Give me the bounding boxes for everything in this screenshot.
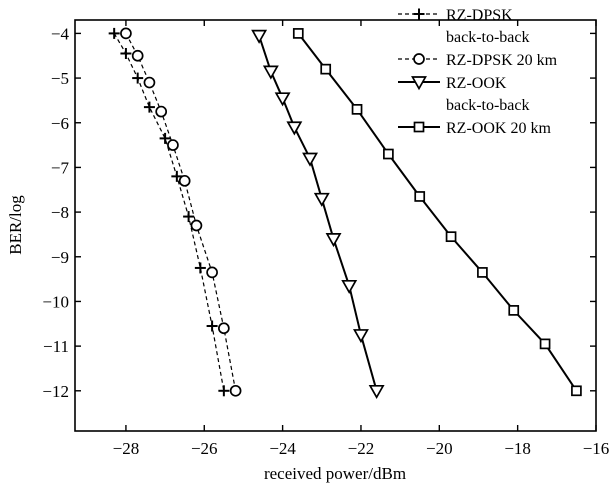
series-1 — [120, 27, 242, 397]
data-point — [292, 28, 304, 39]
data-point — [155, 105, 168, 118]
series-0 — [108, 27, 230, 397]
series-line — [297, 32, 578, 392]
data-point — [143, 76, 156, 89]
y-tick-label: −7 — [51, 158, 70, 177]
x-tick-label: −22 — [348, 439, 375, 458]
data-point — [313, 192, 330, 207]
data-point — [508, 305, 520, 316]
data-point — [262, 65, 279, 80]
data-point — [383, 148, 394, 160]
x-tick-label: −28 — [113, 439, 140, 458]
y-axis-label: BER/log — [6, 195, 25, 255]
legend-item-2: RZ-OOK back-to-back — [398, 75, 530, 114]
data-point — [251, 29, 268, 44]
series-line — [125, 33, 237, 391]
data-point — [341, 279, 358, 295]
data-point — [353, 329, 369, 344]
y-tick-label: −10 — [42, 292, 69, 311]
data-point — [178, 174, 191, 187]
data-point — [320, 63, 332, 75]
legend-item-3: RZ-OOK 20 km — [398, 120, 551, 137]
legend-label: RZ-OOK 20 km — [446, 120, 551, 137]
data-point — [571, 385, 582, 397]
series-2 — [251, 29, 385, 400]
data-point — [167, 139, 179, 151]
data-point — [477, 267, 488, 278]
data-point — [274, 92, 291, 107]
legend-label: RZ-OOK — [446, 75, 507, 92]
legend-marker — [413, 8, 425, 20]
legend-label: back-to-back — [446, 97, 530, 114]
data-point — [132, 72, 144, 84]
data-point — [286, 121, 303, 136]
series-line — [258, 35, 378, 392]
x-tick-label: −24 — [269, 439, 296, 458]
series-3 — [292, 28, 582, 397]
data-point — [218, 385, 230, 397]
data-point — [368, 384, 385, 400]
series-line — [113, 33, 225, 391]
x-tick-label: −16 — [583, 439, 610, 458]
x-axis-label: received power/dBm — [264, 464, 406, 483]
data-point — [120, 48, 132, 60]
legend-marker — [413, 121, 425, 133]
data-point — [194, 262, 206, 274]
legend-label: RZ-DPSK 20 km — [446, 52, 558, 69]
data-series — [108, 27, 582, 400]
y-tick-label: −9 — [51, 248, 69, 267]
y-tick-label: −8 — [51, 203, 69, 222]
data-point — [414, 191, 426, 202]
x-tick-label: −26 — [191, 439, 218, 458]
data-point — [325, 233, 342, 248]
legend-marker — [413, 53, 425, 65]
data-point — [131, 49, 144, 62]
data-point — [302, 152, 318, 167]
axis-ticks: −28 −26 −24 −22 −20 −18 −16 −4 −5 −6 −7 −8 −9 −10 −11 −… — [42, 20, 609, 458]
data-point — [206, 320, 218, 332]
data-point — [108, 27, 120, 39]
legend-item-0: RZ-DPSK back-to-back — [398, 7, 530, 46]
y-tick-label: −11 — [43, 337, 69, 356]
data-point — [183, 211, 195, 223]
data-point — [229, 384, 242, 397]
legend: RZ-DPSK back-to-back RZ-DPSK 20 km RZ-OOK ba… — [398, 7, 558, 137]
y-tick-label: −6 — [51, 114, 69, 133]
data-point — [120, 27, 132, 40]
legend-label: RZ-DPSK — [446, 7, 513, 24]
x-tick-label: −18 — [504, 439, 531, 458]
data-point — [143, 101, 155, 113]
data-point — [206, 266, 218, 279]
data-point — [159, 132, 171, 144]
data-point — [171, 170, 183, 182]
legend-marker — [411, 76, 427, 91]
data-point — [218, 322, 230, 335]
y-tick-label: −4 — [51, 24, 70, 43]
data-point — [351, 103, 363, 115]
legend-item-1: RZ-DPSK 20 km — [398, 52, 558, 69]
data-point — [445, 231, 457, 243]
y-tick-label: −5 — [51, 69, 69, 88]
legend-label: back-to-back — [446, 29, 530, 46]
data-point — [539, 338, 551, 350]
plot-frame — [74, 19, 597, 432]
x-tick-label: −20 — [426, 439, 453, 458]
y-tick-label: −12 — [42, 382, 69, 401]
data-point — [190, 219, 203, 232]
